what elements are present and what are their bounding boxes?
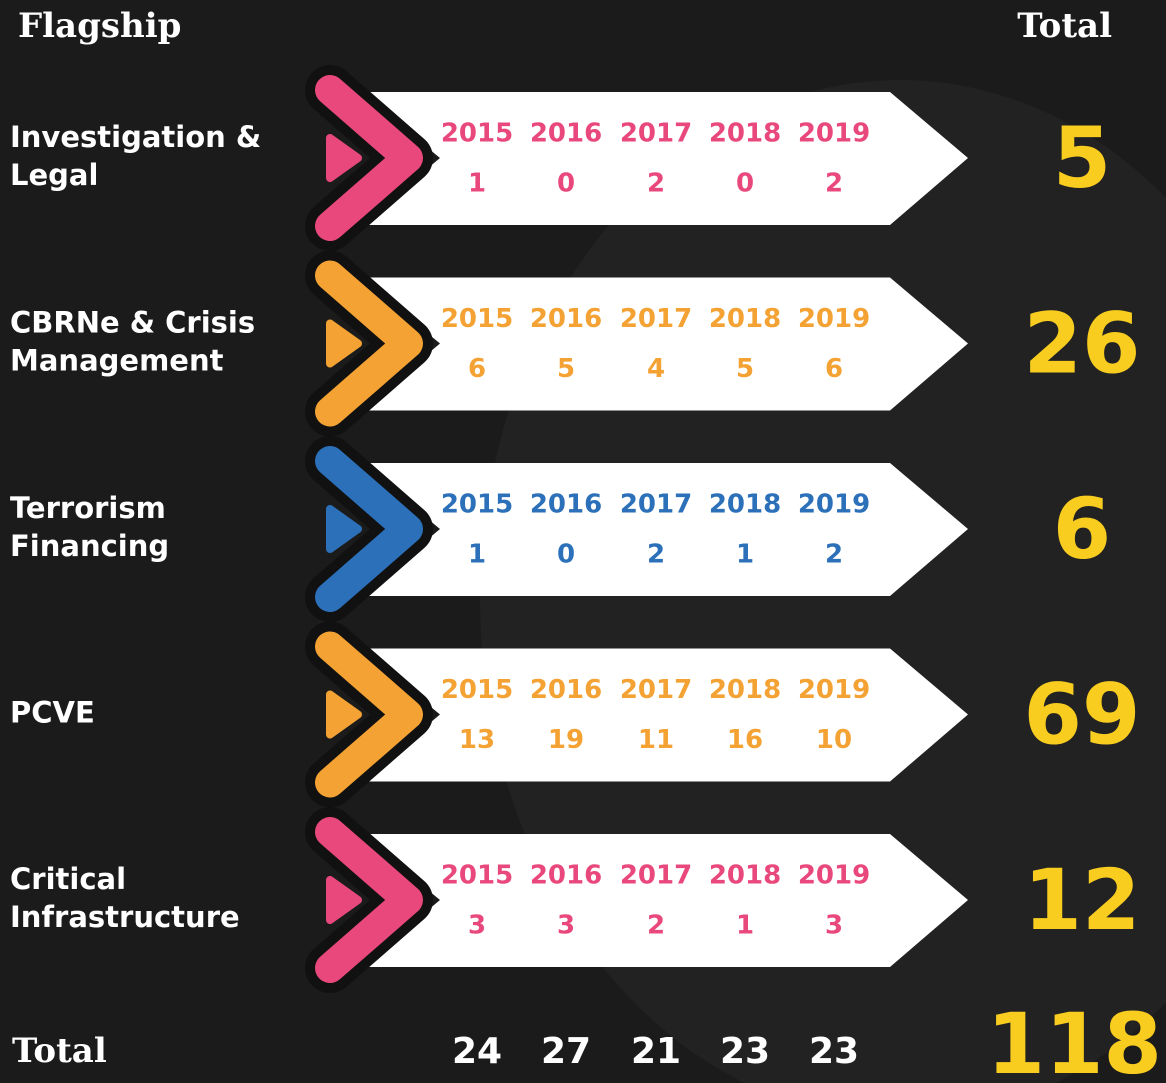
year-value: 3 — [468, 911, 486, 941]
arrow-band — [360, 648, 968, 782]
year-value: 1 — [468, 540, 486, 570]
year-value: 19 — [548, 725, 584, 755]
row-label: Legal — [10, 158, 98, 192]
year-value: 0 — [557, 169, 575, 199]
year-value: 6 — [468, 354, 486, 384]
year: 2017 — [620, 490, 692, 520]
year-total: 23 — [720, 1031, 770, 1072]
year: 2019 — [798, 119, 870, 149]
year: 2019 — [798, 490, 870, 520]
grand-total: 118 — [987, 995, 1162, 1083]
year-value: 5 — [557, 354, 575, 384]
year-value: 0 — [557, 540, 575, 570]
chevron-tip — [326, 690, 362, 739]
year: 2016 — [530, 861, 602, 891]
year: 2018 — [709, 304, 781, 334]
arrow-band — [360, 463, 968, 596]
year-value: 4 — [647, 354, 665, 384]
year: 2017 — [620, 119, 692, 149]
year-total: 21 — [631, 1031, 681, 1072]
row-total: 26 — [1024, 294, 1141, 392]
row-total: 5 — [1053, 109, 1111, 207]
year-value: 3 — [825, 911, 843, 941]
row-label: Terrorism — [10, 491, 166, 525]
year-value: 10 — [816, 725, 852, 755]
year-value: 2 — [647, 911, 665, 941]
year: 2018 — [709, 675, 781, 705]
chevron — [315, 75, 423, 241]
year: 2016 — [530, 675, 602, 705]
year-value: 2 — [825, 169, 843, 199]
year: 2015 — [441, 861, 513, 891]
year-total: 27 — [541, 1031, 591, 1072]
arrow-band — [360, 277, 968, 411]
row-label: Management — [10, 344, 224, 378]
year-value: 13 — [459, 725, 495, 755]
year: 2019 — [798, 304, 870, 334]
year: 2015 — [441, 675, 513, 705]
row-label: PCVE — [10, 696, 95, 730]
year: 2018 — [709, 861, 781, 891]
header-flagship: Flagship — [18, 6, 181, 46]
year: 2017 — [620, 861, 692, 891]
year-total: 24 — [452, 1031, 502, 1072]
row: CBRNe & Crisis Management 2015 6 2016 5 2017 4 2… — [10, 250, 1141, 437]
year-value: 5 — [736, 354, 754, 384]
year: 2016 — [530, 119, 602, 149]
year: 2019 — [798, 861, 870, 891]
row: Terrorism Financing 2015 1 2016 0 2017 2 2018 1 20… — [10, 436, 1111, 622]
row-label: Financing — [10, 529, 169, 563]
year: 2015 — [441, 304, 513, 334]
row-label: Investigation & — [10, 120, 261, 154]
chevron — [315, 260, 423, 427]
row-label: Infrastructure — [10, 900, 240, 934]
year: 2017 — [620, 304, 692, 334]
year-value: 2 — [825, 540, 843, 570]
year-value: 2 — [647, 540, 665, 570]
row-label: CBRNe & Crisis — [10, 306, 255, 340]
year-value: 3 — [557, 911, 575, 941]
chevron — [315, 817, 423, 983]
year-value: 2 — [647, 169, 665, 199]
chevron — [315, 446, 423, 612]
year: 2015 — [441, 119, 513, 149]
header-total: Total — [1017, 6, 1112, 46]
year-value: 1 — [736, 540, 754, 570]
row: Critical Infrastructure 2015 3 2016 3 2017 2 201… — [10, 807, 1141, 993]
year-value: 1 — [736, 911, 754, 941]
arrow-band — [360, 92, 968, 225]
row-total: 69 — [1024, 665, 1141, 763]
year-value: 16 — [727, 725, 763, 755]
year-value: 11 — [638, 725, 674, 755]
row-total: 6 — [1053, 480, 1111, 578]
year: 2016 — [530, 304, 602, 334]
chevron-tip — [326, 134, 362, 182]
year: 2015 — [441, 490, 513, 520]
row-label: Critical — [10, 862, 126, 896]
year: 2017 — [620, 675, 692, 705]
year-value: 6 — [825, 354, 843, 384]
year: 2019 — [798, 675, 870, 705]
chevron — [315, 631, 423, 798]
chevron-tip — [326, 505, 362, 553]
chevron-tip — [326, 876, 362, 924]
row: PCVE 2015 13 2016 19 2017 11 2018 16 2019 10 69 — [10, 621, 1141, 808]
year: 2018 — [709, 490, 781, 520]
footer-label: Total — [12, 1031, 107, 1071]
year: 2018 — [709, 119, 781, 149]
arrow-band — [360, 834, 968, 967]
year-value: 0 — [736, 169, 754, 199]
year-value: 1 — [468, 169, 486, 199]
year: 2016 — [530, 490, 602, 520]
row: Investigation & Legal 2015 1 2016 0 2017 2 2018 0… — [10, 65, 1111, 251]
row-total: 12 — [1024, 851, 1141, 949]
chevron-tip — [326, 319, 362, 368]
year-total: 23 — [809, 1031, 859, 1072]
